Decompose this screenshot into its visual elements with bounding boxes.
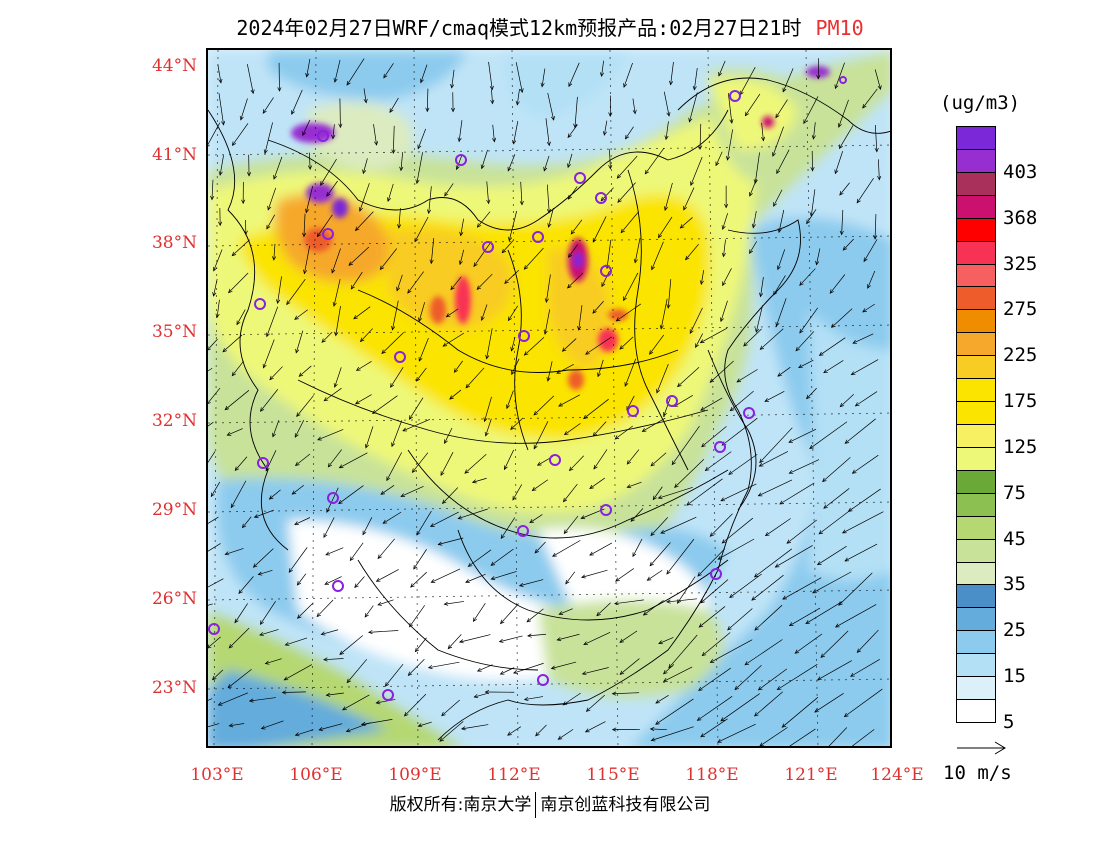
colorbar-swatch xyxy=(956,607,996,632)
colorbar-swatch xyxy=(956,217,996,242)
wind-vectors xyxy=(208,58,884,746)
map-title: 2024年02月27日WRF/cmaq模式12km预报产品:02月27日21时 P… xyxy=(0,12,1100,41)
wind-reference-label: 10 m/s xyxy=(943,762,1012,784)
pollutant-label: PM10 xyxy=(815,16,864,40)
colorbar-swatch xyxy=(956,355,996,380)
lat-label: 29°N xyxy=(151,500,197,520)
colorbar-swatch xyxy=(956,286,996,311)
forecast-map xyxy=(206,48,892,748)
lon-label: 112°E xyxy=(487,765,541,785)
colorbar-swatch xyxy=(956,194,996,219)
colorbar-swatch xyxy=(956,171,996,196)
colorbar-label: 5 xyxy=(1003,711,1015,733)
lon-label: 124°E xyxy=(870,765,924,785)
boundaries xyxy=(208,77,890,741)
pollution-field xyxy=(208,50,890,746)
colorbar-label: 325 xyxy=(1003,252,1038,275)
lon-label: 103°E xyxy=(190,765,244,785)
colorbar-label: 15 xyxy=(1003,665,1026,688)
copyright-divider xyxy=(535,792,537,818)
colorbar-swatch xyxy=(956,515,996,540)
colorbar-swatch xyxy=(956,424,996,448)
colorbar-label: 125 xyxy=(1003,435,1038,458)
colorbar-swatch xyxy=(956,332,996,357)
colorbar-swatch xyxy=(956,653,996,678)
colorbar-swatch xyxy=(956,538,996,563)
colorbar-label: 403 xyxy=(1003,160,1038,183)
colorbar-swatch xyxy=(956,676,996,701)
colorbar-swatch xyxy=(956,126,996,150)
colorbar-unit: (ug/m3) xyxy=(940,92,1021,114)
colorbar-swatch xyxy=(956,148,996,173)
colorbar-label: 35 xyxy=(1003,573,1026,596)
colorbar-swatch xyxy=(956,240,996,265)
colorbar-swatch xyxy=(956,401,996,425)
colorbar-label: 275 xyxy=(1003,298,1038,321)
lat-label: 26°N xyxy=(151,589,197,609)
colorbar-swatch xyxy=(956,469,996,494)
lon-label: 109°E xyxy=(388,765,442,785)
lat-label: 23°N xyxy=(151,678,197,698)
colorbar-label: 75 xyxy=(1003,481,1026,504)
wind-reference-arrow xyxy=(957,741,1006,755)
colorbar-swatch xyxy=(956,699,996,723)
colorbar-label: 225 xyxy=(1003,344,1038,367)
colorbar-swatch xyxy=(956,561,996,586)
lon-label: 121°E xyxy=(784,765,838,785)
lat-label: 38°N xyxy=(151,233,197,253)
colorbar-swatch xyxy=(956,263,996,288)
lat-label: 41°N xyxy=(151,145,197,165)
colorbar-swatch xyxy=(956,630,996,655)
lon-label: 106°E xyxy=(289,765,343,785)
colorbar-swatch xyxy=(956,446,996,471)
lon-label: 115°E xyxy=(586,765,640,785)
lat-label: 32°N xyxy=(151,411,197,431)
colorbar-label: 175 xyxy=(1003,390,1038,413)
colorbar-swatch xyxy=(956,492,996,517)
lat-label: 35°N xyxy=(151,322,197,342)
city-markers xyxy=(208,76,847,701)
colorbar-swatch xyxy=(956,309,996,334)
copyright-right: 南京创蓝科技有限公司 xyxy=(540,795,711,815)
copyright: 版权所有:南京大学 南京创蓝科技有限公司 xyxy=(0,790,1100,818)
colorbar-label: 368 xyxy=(1003,206,1038,229)
lat-label: 44°N xyxy=(151,56,197,76)
hotspots xyxy=(291,66,830,390)
title-main: 2024年02月27日WRF/cmaq模式12km预报产品:02月27日21时 xyxy=(236,16,802,40)
colorbar-label: 25 xyxy=(1003,619,1026,642)
colorbar-swatch xyxy=(956,584,996,609)
colorbar-swatch xyxy=(956,378,996,403)
copyright-left: 版权所有:南京大学 xyxy=(389,795,532,815)
graticule xyxy=(208,50,890,746)
lon-label: 118°E xyxy=(685,765,739,785)
colorbar-label: 45 xyxy=(1003,527,1026,550)
